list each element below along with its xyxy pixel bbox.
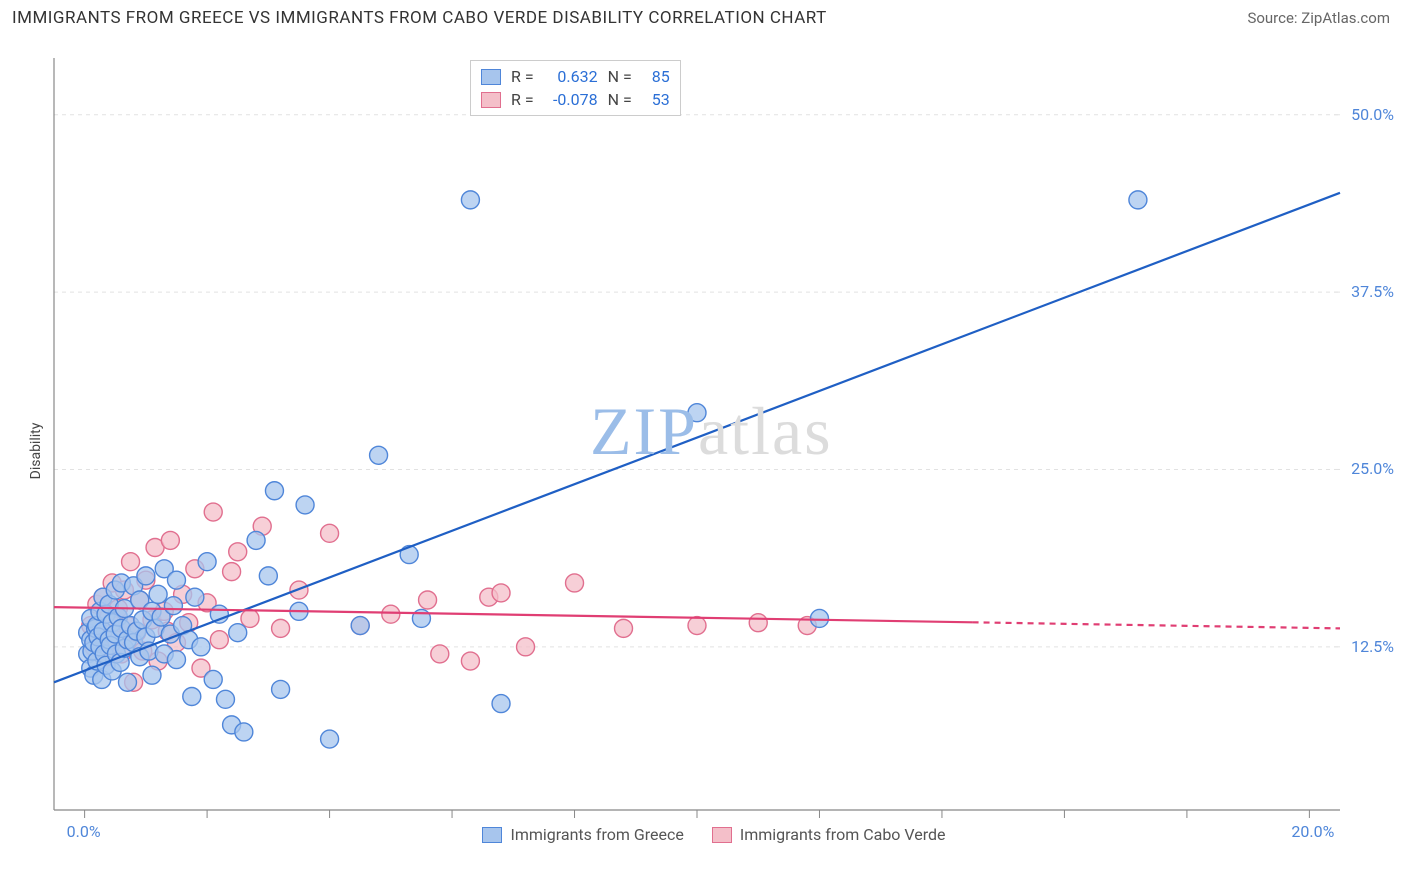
stats-row: R =0.632N =85 (481, 65, 670, 88)
y-axis-label: Disability (28, 423, 44, 480)
x-axis-legend: Immigrants from Greece Immigrants from C… (34, 825, 1394, 844)
plot-area: Disability ZIPatlas R =0.632N =85R =-0.0… (34, 42, 1394, 844)
y-tick-label: 12.5% (1351, 637, 1394, 656)
y-tick-label: 37.5% (1351, 282, 1394, 301)
y-tick-label: 50.0% (1351, 105, 1394, 124)
legend-swatch-icon (712, 827, 732, 843)
stats-row: R =-0.078N =53 (481, 88, 670, 111)
chart-title: IMMIGRANTS FROM GREECE VS IMMIGRANTS FRO… (12, 8, 827, 28)
stats-swatch-icon (481, 69, 501, 85)
legend-item-cabo-verde: Immigrants from Cabo Verde (712, 825, 946, 844)
stats-swatch-icon (481, 92, 501, 108)
source-attribution: Source: ZipAtlas.com (1247, 9, 1390, 27)
legend-item-greece: Immigrants from Greece (482, 825, 683, 844)
stats-legend-box: R =0.632N =85R =-0.078N =53 (470, 60, 681, 116)
legend-swatch-icon (482, 827, 502, 843)
y-tick-label: 25.0% (1351, 459, 1394, 478)
scatter-chart (34, 42, 1394, 844)
